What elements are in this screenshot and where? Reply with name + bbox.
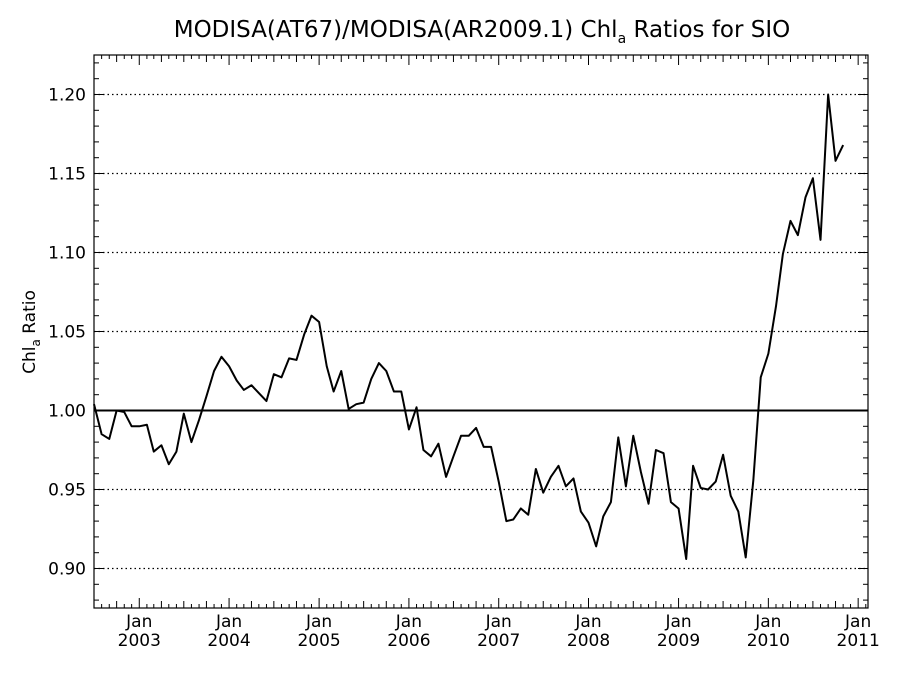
x-tick-label-year: 2006 (387, 631, 430, 651)
grid-lines (94, 93, 868, 570)
x-tick-label-month: Jan (664, 612, 691, 632)
x-tick-label-month: Jan (215, 612, 242, 632)
y-tick-label: 0.90 (48, 560, 86, 580)
y-tick-label: 1.00 (48, 402, 86, 422)
y-tick-label: 0.95 (48, 481, 86, 501)
series-group (93, 93, 845, 561)
chart-title: MODISA(AT67)/MODISA(AR2009.1) Chla Ratio… (174, 17, 791, 47)
x-tick-label-year: 2004 (207, 631, 250, 651)
x-tick-label-year: 2009 (657, 631, 700, 651)
y-axis: 0.90 0.95 1.00 1.05 1.10 1.15 1.20 (48, 86, 86, 580)
x-tick-label-month: Jan (395, 612, 422, 632)
y-tick-label: 1.15 (48, 165, 86, 185)
x-tick-label-year: 2010 (747, 631, 790, 651)
x-tick-label-month: Jan (844, 612, 871, 632)
x-tick-label-month: Jan (485, 612, 512, 632)
x-tick-label-year: 2008 (567, 631, 610, 651)
x-tick-label-month: Jan (305, 612, 332, 632)
y-tick-label: 1.20 (48, 86, 86, 106)
x-tick-label-year: 2003 (118, 631, 161, 651)
axes-group (93, 54, 869, 609)
x-tick-label-year: 2007 (477, 631, 520, 651)
x-tick-label-month: Jan (574, 612, 601, 632)
series-line (93, 93, 845, 561)
y-axis-label: Chla Ratio (20, 290, 43, 374)
y-tick-label: 1.10 (48, 244, 86, 264)
x-tick-label-year: 2011 (837, 631, 880, 651)
x-tick-label-month: Jan (754, 612, 781, 632)
x-tick-label-year: 2005 (297, 631, 340, 651)
y-tick-label: 1.05 (48, 323, 86, 343)
x-tick-label-month: Jan (125, 612, 152, 632)
x-axis: Jan2003Jan2004Jan2005Jan2006Jan2007Jan20… (118, 612, 880, 651)
